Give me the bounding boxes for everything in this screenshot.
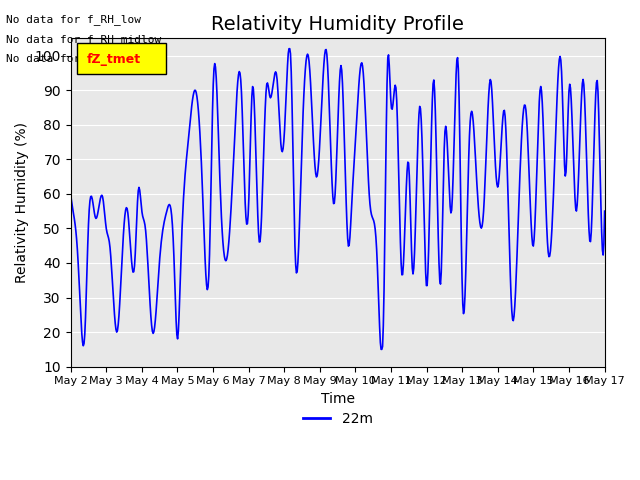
Title: Relativity Humidity Profile: Relativity Humidity Profile xyxy=(211,15,464,34)
Y-axis label: Relativity Humidity (%): Relativity Humidity (%) xyxy=(15,122,29,283)
Text: No data for f_RH_midtop: No data for f_RH_midtop xyxy=(6,53,162,64)
X-axis label: Time: Time xyxy=(321,392,355,406)
Legend: 22m: 22m xyxy=(297,407,378,432)
Text: fZ_tmet: fZ_tmet xyxy=(86,52,141,66)
Text: No data for f_RH_low: No data for f_RH_low xyxy=(6,14,141,25)
Text: No data for f_RH_midlow: No data for f_RH_midlow xyxy=(6,34,162,45)
